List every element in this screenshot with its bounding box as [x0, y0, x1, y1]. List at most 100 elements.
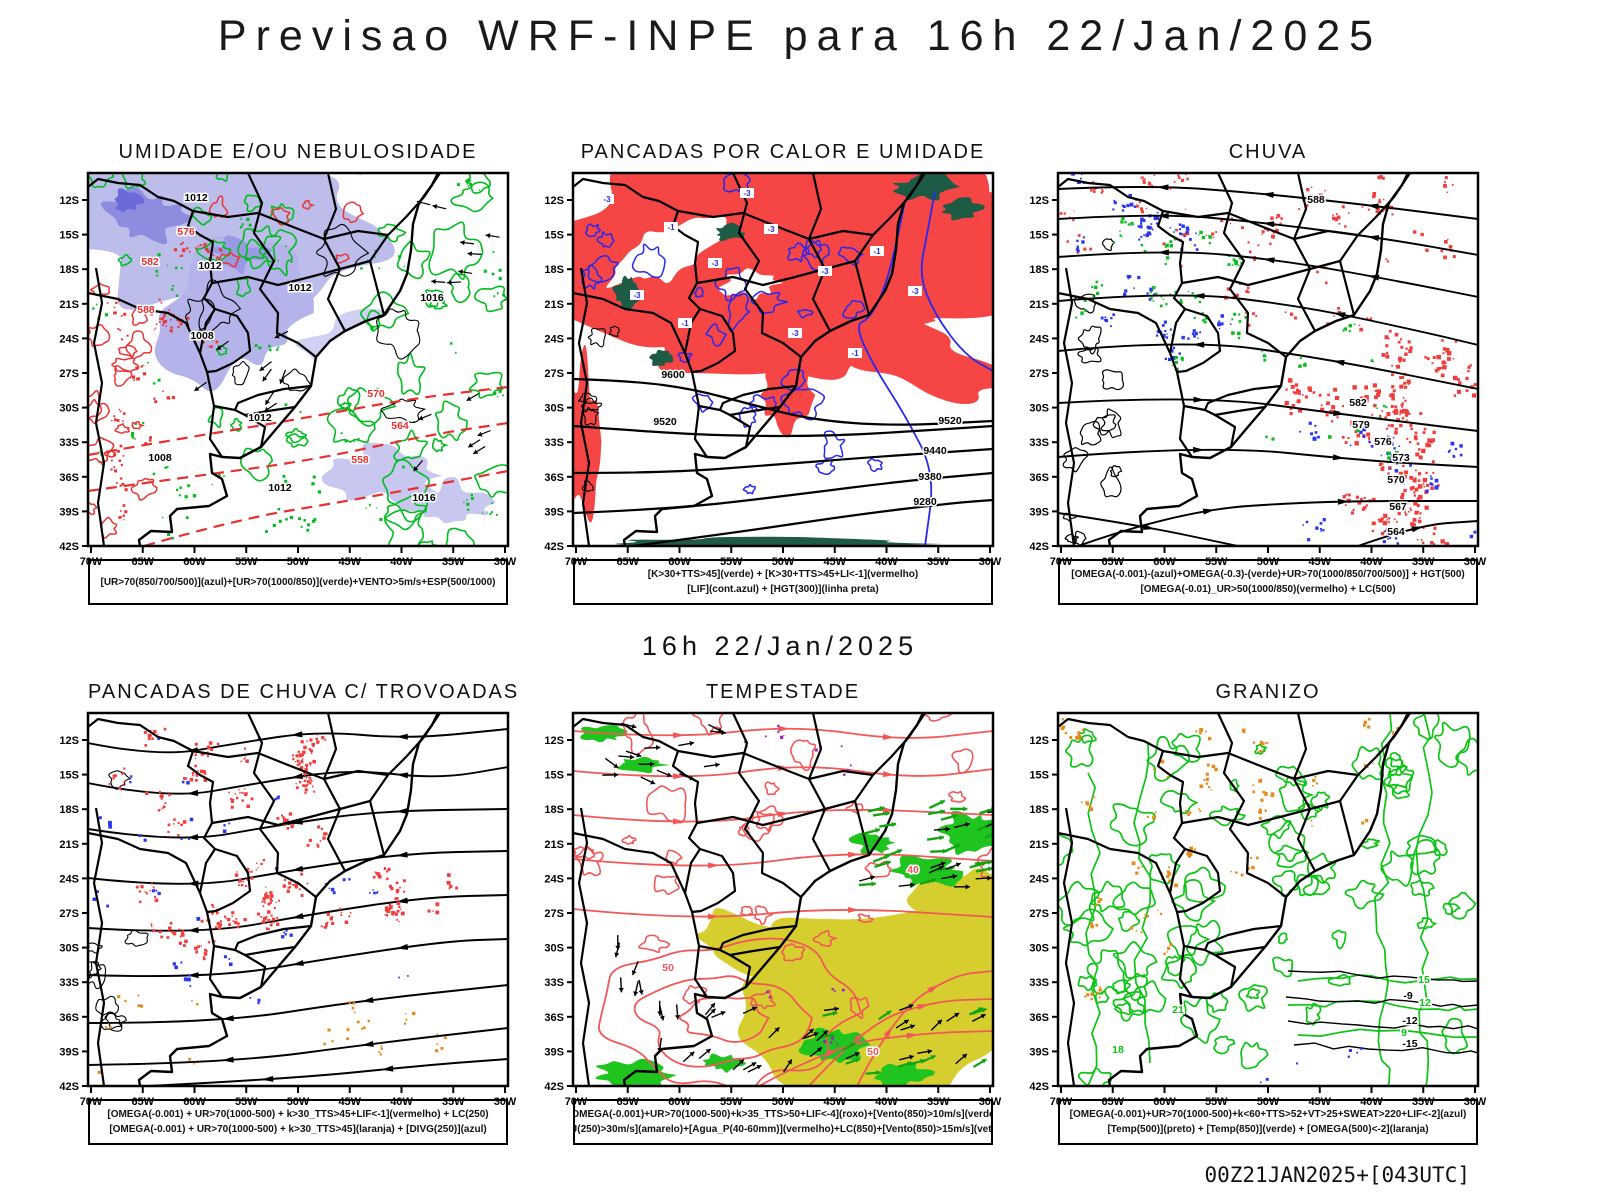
lat-tick-label: 33S [1029, 437, 1049, 449]
map-art [1415, 713, 1433, 1086]
map-art [617, 756, 671, 774]
border-line [1203, 924, 1282, 951]
lon-tick-label: 40W [390, 556, 413, 568]
map-art [573, 424, 993, 438]
map-art [154, 236, 314, 392]
coastline [137, 713, 440, 1086]
map-art [1058, 728, 1226, 1086]
map-art [1077, 498, 1478, 546]
lat-tick-label: 15S [544, 770, 564, 782]
map-art [114, 188, 145, 213]
contour-label: 582 [141, 256, 159, 268]
lon-tick-label: 40W [1360, 556, 1383, 568]
lat-tick-label: 21S [544, 839, 564, 851]
border-line [233, 384, 312, 411]
map-art [606, 216, 730, 288]
map-art [702, 1053, 747, 1073]
contour-label: 1012 [248, 412, 272, 424]
map-art [941, 197, 985, 221]
lon-tick-label: 60W [668, 1096, 691, 1108]
lat-tick-label: 33S [59, 977, 79, 989]
lat-tick-label: 15S [1029, 770, 1049, 782]
border-line [88, 831, 201, 894]
border-line [729, 945, 781, 957]
map-art [614, 935, 681, 1053]
map-art [88, 894, 508, 934]
border-line [683, 307, 737, 374]
map-art [97, 994, 199, 1074]
map-art [1297, 1028, 1478, 1039]
map-art [1344, 713, 1478, 1055]
lat-tick-label: 36S [59, 472, 79, 484]
border-line [1214, 405, 1266, 417]
lon-tick-label: 55W [235, 1096, 258, 1108]
lat-tick-label: 33S [1029, 977, 1049, 989]
lon-tick-label: 40W [875, 556, 898, 568]
lat-tick-label: 18S [59, 804, 79, 816]
lon-tick-label: 65W [131, 556, 154, 568]
map-art [573, 851, 993, 869]
lat-tick-label: 33S [59, 437, 79, 449]
svg-text:-1: -1 [851, 349, 859, 358]
lon-tick-label: 55W [235, 556, 258, 568]
contour-label: -15 [1402, 1038, 1417, 1050]
lat-tick-label: 36S [59, 1012, 79, 1024]
lat-tick-label: 12S [1029, 195, 1049, 207]
map-art [1257, 713, 1399, 827]
map-art [798, 1027, 871, 1063]
lon-tick-label: 60W [668, 556, 691, 568]
contour-label: 18 [1112, 1044, 1124, 1056]
lat-tick-label: 42S [59, 1081, 79, 1093]
lon-tick-label: 65W [616, 556, 639, 568]
border-line [690, 371, 701, 407]
lon-tick-label: 40W [390, 1096, 413, 1108]
lat-tick-label: 15S [59, 770, 79, 782]
map-art [1259, 1047, 1363, 1086]
map-art [88, 766, 508, 796]
border-line [677, 749, 874, 781]
map-tempestade: 50 40 50 12S 15S 18S 21S 24S 27S 30S 33S 36S 39S 42S7… [544, 711, 1002, 1108]
lat-tick-label: 33S [544, 977, 564, 989]
border-line [1168, 847, 1222, 914]
map-art [937, 810, 993, 855]
border-line [92, 267, 106, 546]
panel-granizo: GRANIZO -9 -12 -15 15 12 9 21 18 12S 15S 18S 21S 24S… [1029, 680, 1487, 1145]
lat-tick-label: 42S [59, 541, 79, 553]
lon-tick-label: 35W [927, 556, 950, 568]
panel-tempestade: TEMPESTADE 50 40 50 12S 15S 18S 21S 24S 27S 30S 33… [544, 680, 1002, 1145]
svg-text:-3: -3 [791, 329, 799, 338]
map-art [88, 283, 158, 539]
map-art [859, 811, 993, 890]
map-frame [571, 711, 995, 1088]
validity-caption: 16h 22/Jan/2025 [641, 631, 919, 661]
contour-label: 579 [1352, 419, 1370, 431]
map-art [1293, 1042, 1478, 1054]
contour-label: 40 [907, 864, 919, 876]
map-art [766, 988, 845, 1046]
map-art [1357, 520, 1478, 546]
lon-tick-label: 70W [1050, 556, 1073, 568]
lat-tick-label: 12S [1029, 735, 1049, 747]
border-line [696, 799, 856, 827]
border-line [233, 924, 312, 951]
panel-title-pancadas-calor: PANCADAS POR CALOR E UMIDADE [580, 141, 986, 163]
lon-tick-label: 35W [1412, 556, 1435, 568]
map-art [573, 447, 993, 475]
contour-label: 1012 [184, 192, 208, 204]
contour-label: 567 [1389, 501, 1407, 513]
legend-box-pancadas-calor: [K>30+TTS>45](verde) + [K>30+TTS>45+LI<-… [573, 559, 993, 605]
border-line [368, 173, 441, 316]
border-line [573, 177, 679, 212]
map-art [320, 866, 459, 929]
border-line [1175, 371, 1186, 407]
map-art [856, 970, 993, 1086]
border-line [573, 291, 686, 354]
border-line [1156, 750, 1186, 850]
contour-label: 15 [1418, 974, 1430, 986]
border-line [186, 750, 216, 850]
lon-tick-label: 35W [927, 1096, 950, 1108]
lat-tick-label: 18S [544, 264, 564, 276]
